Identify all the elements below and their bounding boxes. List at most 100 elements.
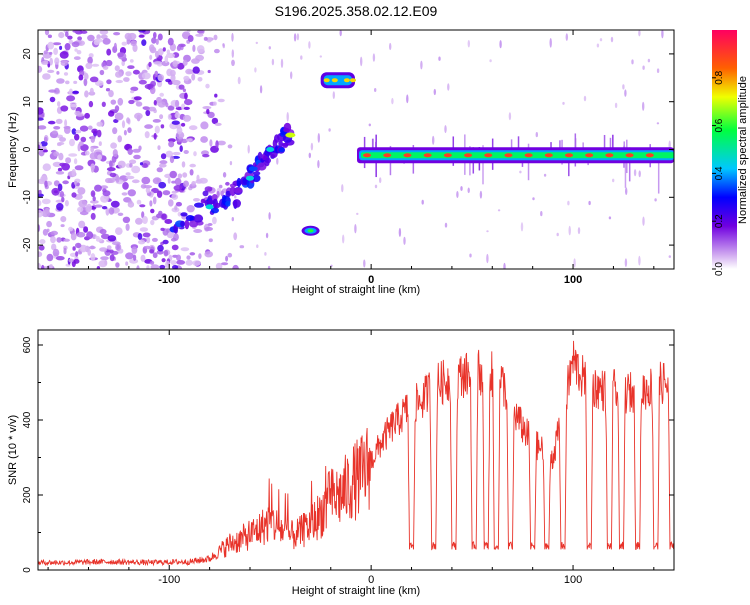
noise-blob [145,187,151,194]
noise-blob [89,87,94,95]
noise-blob [610,36,614,43]
noise-blob [127,201,135,208]
noise-blob [38,107,44,115]
noise-blob [38,125,47,130]
noise-blob [146,265,150,269]
noise-blob [127,32,137,40]
noise-blob [133,254,137,261]
noise-blob [214,93,218,98]
noise-blob [193,198,200,202]
noise-blob [79,210,89,216]
noise-blob [144,131,150,139]
noise-blob [76,113,84,117]
noise-blob [108,207,115,215]
noise-blob [63,72,69,76]
noise-blob [117,97,124,106]
noise-blob [642,216,645,226]
noise-blob [150,264,160,269]
noise-blob [139,204,146,208]
track-blob [257,151,263,161]
noise-blob [96,34,101,40]
spectrogram-ytick-label: 0 [22,146,33,152]
noise-blob [191,73,196,81]
noise-blob [158,181,167,189]
track-blob [207,195,213,201]
noise-blob [113,119,119,123]
noise-blob [40,175,48,183]
noise-blob [556,232,559,237]
noise-blob [151,37,157,44]
noise-blob [65,157,72,164]
noise-blob [391,97,394,105]
noise-blob [141,72,151,80]
noise-blob [62,180,69,185]
noise-blob [193,229,203,233]
noise-blob [54,57,60,65]
noise-blob [89,152,98,160]
noise-blob [140,254,146,262]
noise-blob [41,264,45,269]
noise-blob [115,227,123,236]
noise-blob [99,30,109,35]
track-blob [164,219,173,224]
noise-blob [100,195,109,203]
noise-blob [197,30,205,34]
noise-blob [125,223,130,231]
noise-blob [162,47,166,52]
noise-blob [191,181,196,186]
noise-blob [55,118,63,124]
noise-blob [195,33,204,37]
noise-blob [184,92,188,100]
noise-blob [138,30,146,33]
tone-smear [550,142,552,151]
noise-blob [229,161,233,166]
noise-blob [98,260,108,268]
noise-blob [198,253,202,259]
noise-blob [149,260,155,265]
noise-blob [540,211,543,217]
noise-blob [176,126,183,135]
noise-blob [130,90,135,94]
noise-blob [573,258,576,268]
noise-blob [520,222,524,232]
noise-blob [147,106,157,112]
noise-blob [202,106,212,110]
noise-blob [48,89,57,93]
snr-marks [38,340,674,567]
noise-blob [43,149,48,153]
noise-blob [121,41,128,46]
noise-blob [72,90,79,94]
track-blob [248,166,258,172]
noise-blob [122,182,129,190]
noise-blob [157,33,163,41]
noise-blob [182,59,188,66]
noise-blob [489,59,492,63]
tone-peak [544,153,553,158]
noise-blob [152,252,158,259]
noise-blob [599,38,603,42]
noise-blob [78,74,84,81]
noise-blob [56,237,62,243]
noise-blob [38,117,44,121]
noise-blob [467,187,470,194]
noise-blob [141,176,151,185]
noise-blob [420,60,423,70]
noise-blob [94,184,102,192]
noise-blob [55,256,65,261]
noise-blob [549,38,552,48]
colorbar-gradient [712,30,737,269]
noise-blob [74,165,84,171]
noise-blob [152,196,157,205]
noise-blob [42,73,51,80]
noise-blob [65,80,70,85]
noise-blob [51,130,58,135]
track-blob [200,198,206,204]
noise-blob [193,151,197,157]
noise-blob [150,208,155,214]
noise-blob [78,199,88,208]
noise-blob [109,172,117,178]
noise-blob [87,248,91,256]
noise-blob [633,169,637,177]
noise-blob [38,224,41,232]
